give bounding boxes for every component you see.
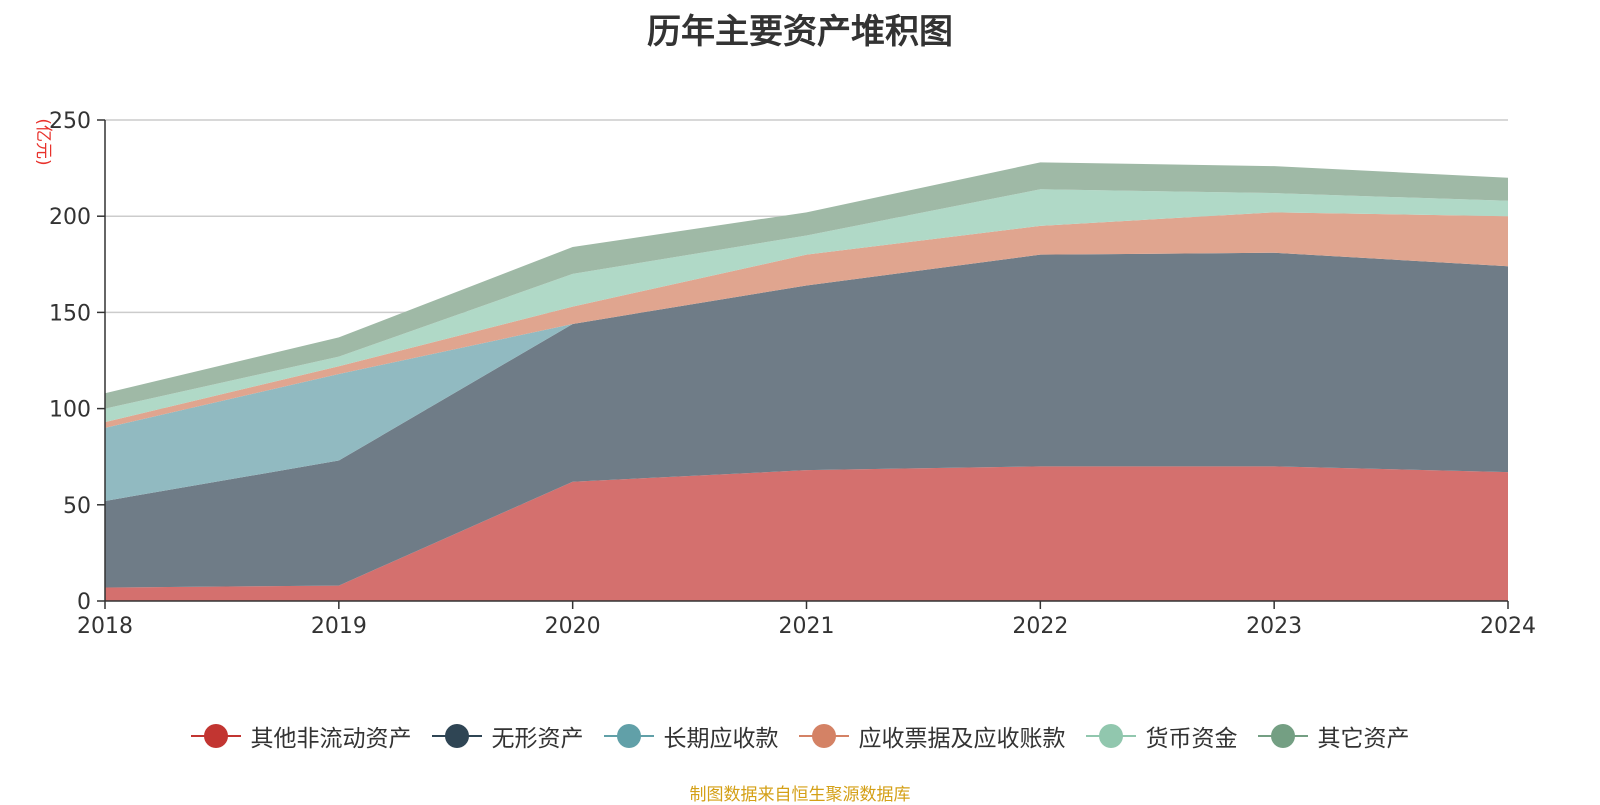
y-tick-label: 0 xyxy=(77,590,91,615)
legend-item[interactable]: 其他非流动资产 xyxy=(190,719,412,753)
legend-marker-icon xyxy=(431,724,482,748)
legend-label: 无形资产 xyxy=(491,726,584,752)
x-tick-label: 2021 xyxy=(779,614,835,639)
legend-marker-icon xyxy=(798,724,849,748)
legend-label: 其他非流动资产 xyxy=(250,726,412,752)
y-tick-label: 100 xyxy=(49,398,91,423)
y-tick-label: 200 xyxy=(49,205,91,230)
legend-item[interactable]: 应收票据及应收账款 xyxy=(798,719,1066,753)
area-series-2 xyxy=(105,252,1508,501)
x-tick-label: 2023 xyxy=(1246,614,1302,639)
y-tick-label: 250 xyxy=(49,109,91,134)
y-axis-unit-label: (亿元) xyxy=(33,118,53,165)
area-series-1 xyxy=(105,252,1508,588)
legend-label: 应收票据及应收账款 xyxy=(858,726,1066,752)
area-series-5 xyxy=(105,162,1508,409)
legend: 其他非流动资产 无形资产 长期应收款 应收票据及应收账款 货币资金 其它资产 xyxy=(0,716,1600,756)
x-tick-label: 2019 xyxy=(311,614,367,639)
legend-item[interactable]: 无形资产 xyxy=(431,719,584,753)
axes: 0 50 100 150 200 250 2018 2019 2020 2021 2022 2023 2… xyxy=(49,109,1536,639)
area-series-0 xyxy=(105,466,1508,601)
legend-item[interactable]: 长期应收款 xyxy=(603,719,779,753)
y-tick-label: 150 xyxy=(49,301,91,326)
legend-item[interactable]: 货币资金 xyxy=(1085,719,1238,753)
legend-item[interactable]: 其它资产 xyxy=(1257,719,1410,753)
area-series-3 xyxy=(105,212,1508,428)
legend-marker-icon xyxy=(190,724,241,748)
chart-title: 历年主要资产堆积图 xyxy=(647,12,953,52)
legend-label: 长期应收款 xyxy=(663,726,779,752)
legend-marker-icon xyxy=(1085,724,1136,748)
stacked-areas xyxy=(105,162,1508,601)
x-tick-label: 2018 xyxy=(77,614,133,639)
legend-label: 货币资金 xyxy=(1145,726,1238,752)
legend-marker-icon xyxy=(603,724,654,748)
source-note: 制图数据来自恒生聚源数据库 xyxy=(689,785,911,805)
x-tick-label: 2020 xyxy=(545,614,601,639)
legend-marker-icon xyxy=(1257,724,1308,748)
x-tick-label: 2024 xyxy=(1480,614,1536,639)
legend-label: 其它资产 xyxy=(1317,726,1410,752)
x-tick-label: 2022 xyxy=(1012,614,1068,639)
y-tick-label: 50 xyxy=(63,494,91,519)
area-series-4 xyxy=(105,189,1508,423)
